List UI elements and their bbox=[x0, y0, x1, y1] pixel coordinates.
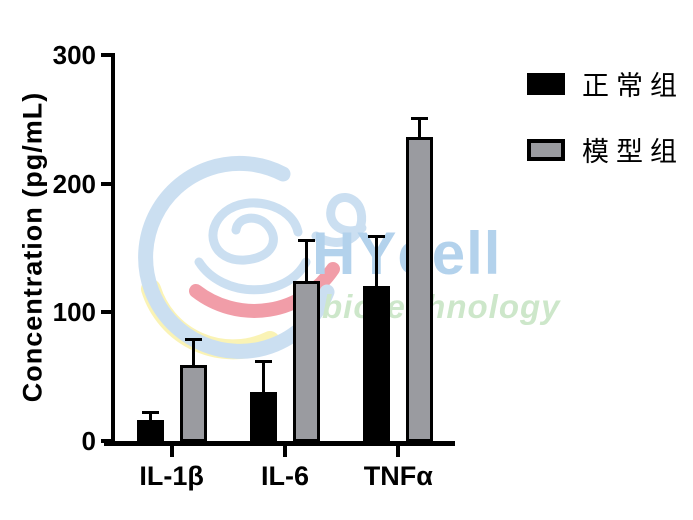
x-tick bbox=[283, 446, 287, 457]
error-bar-line bbox=[148, 412, 152, 423]
bar-normal-group bbox=[136, 420, 164, 442]
legend-label: 正常组 bbox=[582, 71, 684, 101]
y-tick bbox=[101, 53, 111, 57]
bar-normal-group bbox=[363, 286, 391, 442]
error-bar-line bbox=[191, 339, 195, 367]
bar-normal-group bbox=[250, 391, 277, 442]
error-bar-cap bbox=[411, 116, 429, 120]
y-tick bbox=[101, 439, 111, 443]
legend-item: 模型组 bbox=[527, 130, 684, 169]
bar-model-group bbox=[293, 281, 320, 442]
x-tick-label: IL-1β bbox=[139, 461, 204, 491]
y-tick-label: 200 bbox=[52, 168, 96, 199]
x-tick bbox=[169, 446, 174, 457]
legend-item: 正常组 bbox=[527, 64, 684, 103]
error-bar-cap bbox=[298, 238, 315, 242]
error-bar-line bbox=[418, 118, 422, 140]
y-tick-label: 0 bbox=[81, 426, 96, 456]
y-tick-label: 100 bbox=[52, 297, 96, 328]
error-bar-cap bbox=[368, 234, 386, 238]
error-bar-line bbox=[262, 361, 265, 394]
x-tick-label: TNFα bbox=[363, 461, 433, 491]
y-tick bbox=[101, 181, 111, 186]
bar-model-group bbox=[406, 137, 434, 442]
error-bar-cap bbox=[141, 411, 159, 415]
error-bar-line bbox=[305, 240, 308, 284]
bar-model-group bbox=[179, 364, 207, 442]
legend-swatch bbox=[527, 138, 565, 161]
legend-label: 模型组 bbox=[582, 137, 684, 167]
x-tick-label: IL-6 bbox=[260, 461, 309, 491]
y-tick-label: 300 bbox=[52, 40, 96, 70]
legend: 正常组 模型组 bbox=[527, 64, 684, 196]
x-axis-line bbox=[104, 441, 455, 446]
y-axis-line bbox=[111, 53, 115, 445]
error-bar-cap bbox=[184, 337, 202, 341]
error-bar-line bbox=[375, 236, 379, 289]
legend-swatch bbox=[527, 72, 565, 95]
error-bar-cap bbox=[255, 359, 272, 363]
x-tick bbox=[396, 446, 401, 457]
y-tick bbox=[101, 310, 111, 315]
